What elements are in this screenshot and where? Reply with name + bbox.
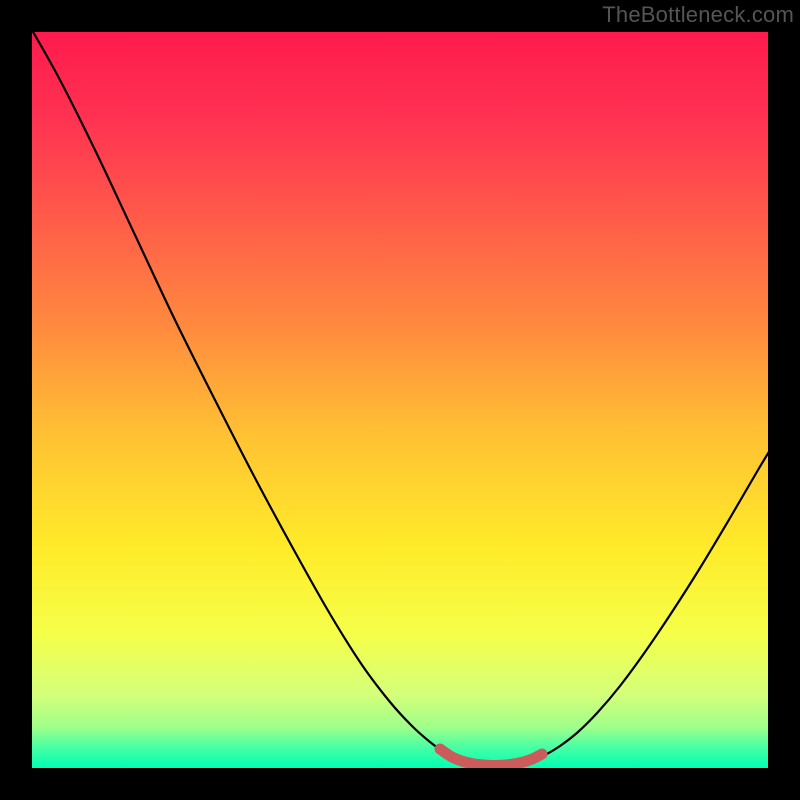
plot-background [32, 32, 768, 768]
watermark-text: TheBottleneck.com [602, 2, 794, 28]
chart-svg [0, 0, 800, 800]
chart-root: TheBottleneck.com [0, 0, 800, 800]
